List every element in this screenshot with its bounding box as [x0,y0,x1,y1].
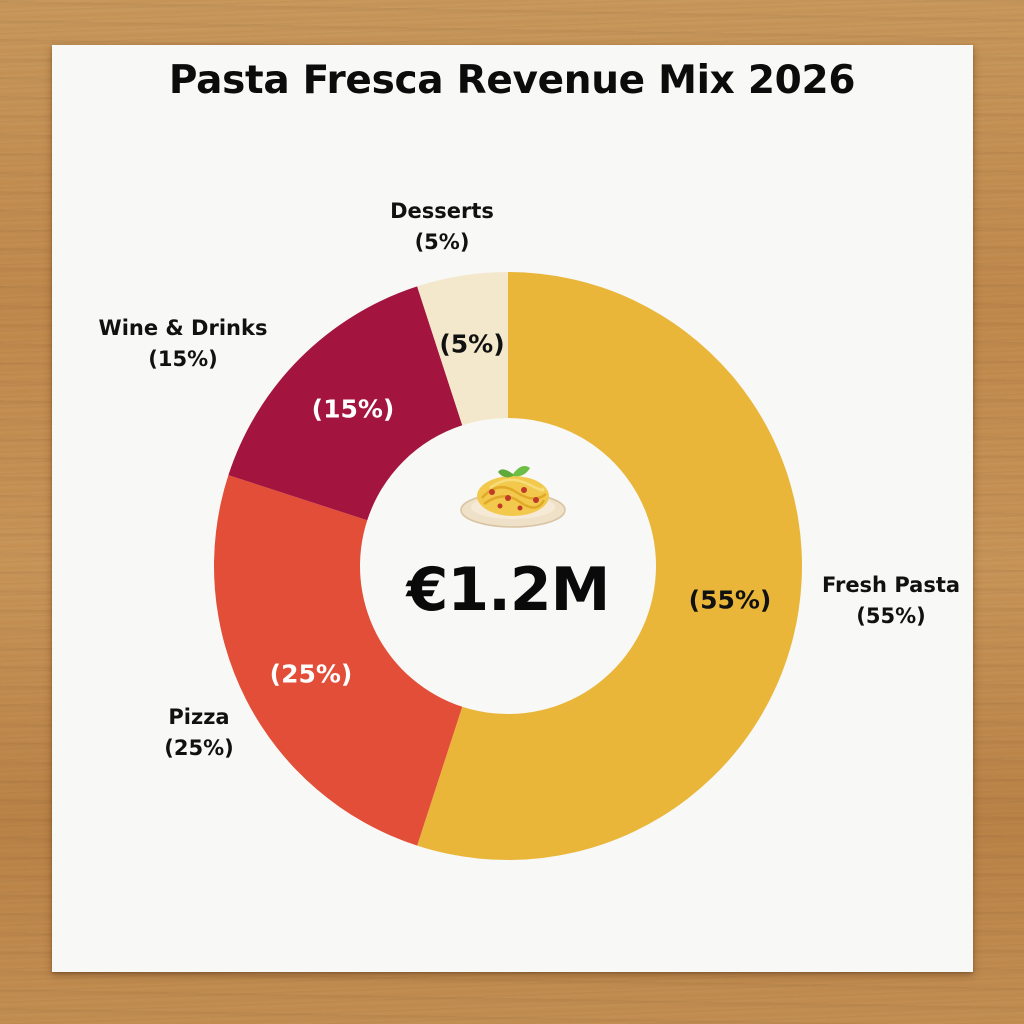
donut-slice-fresh-pasta [417,272,803,860]
label-fresh-pasta: Fresh Pasta (55%) [822,570,960,632]
label-pizza: Pizza (25%) [164,702,233,764]
inner-label-desserts: (5%) [439,329,505,359]
label-wine-drinks: Wine & Drinks (15%) [99,313,268,375]
label-fresh-pasta-name: Fresh Pasta [821,573,961,597]
label-desserts-percent: (5%) [414,230,470,254]
label-pizza-name: Pizza [168,705,230,729]
donut-slice-desserts [417,272,508,426]
label-desserts: Desserts (5%) [390,196,494,258]
inner-label-fresh-pasta: (55%) [688,585,772,615]
label-desserts-name: Desserts [390,199,494,223]
label-wine-drinks-percent: (15%) [148,347,218,371]
label-pizza-percent: (25%) [164,736,234,760]
inner-label-pizza: (25%) [269,659,353,689]
inner-label-wine-drinks: (15%) [311,394,395,424]
pasta-plate-icon [460,466,566,528]
label-wine-drinks-name: Wine & Drinks [98,316,268,340]
donut-slice-pizza [214,475,463,846]
donut-slice-wine-drinks [228,286,463,521]
label-fresh-pasta-percent: (55%) [856,604,926,628]
chart-title: Pasta Fresca Revenue Mix 2026 [168,58,856,103]
center-total-value: €1.2M [406,555,611,625]
